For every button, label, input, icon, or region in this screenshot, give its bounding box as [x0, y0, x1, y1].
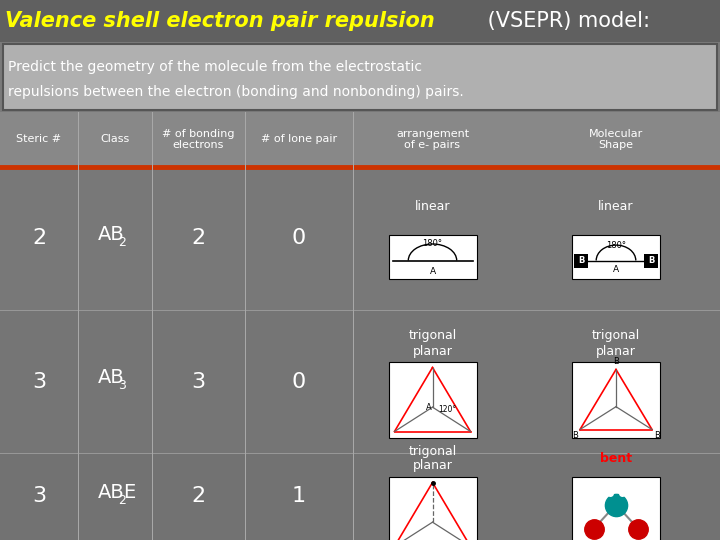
- Text: # of lone pair: # of lone pair: [261, 134, 337, 145]
- Text: # of bonding
electrons: # of bonding electrons: [162, 129, 235, 150]
- Text: B: B: [654, 431, 660, 441]
- FancyBboxPatch shape: [3, 44, 717, 110]
- Text: Predict the geometry of the molecule from the electrostatic: Predict the geometry of the molecule fro…: [8, 59, 422, 73]
- Text: trigonal
planar: trigonal planar: [408, 329, 456, 357]
- Text: 120°: 120°: [438, 404, 456, 414]
- Bar: [389, 361, 477, 437]
- Text: arrangement
of e- pairs: arrangement of e- pairs: [396, 129, 469, 150]
- Bar: [0, 310, 720, 453]
- Text: B: B: [648, 256, 654, 265]
- Text: (VSEPR) model:: (VSEPR) model:: [481, 11, 650, 31]
- Text: 3: 3: [32, 372, 46, 392]
- Text: 0: 0: [292, 228, 306, 248]
- Bar: [0, 453, 720, 540]
- Text: linear: linear: [415, 200, 450, 213]
- Text: 180°: 180°: [423, 239, 443, 248]
- Text: B: B: [613, 357, 619, 367]
- Text: B: B: [572, 431, 578, 441]
- Text: AB: AB: [98, 225, 125, 244]
- Text: A: A: [613, 266, 619, 274]
- Text: AB: AB: [98, 483, 125, 502]
- Text: 2: 2: [192, 228, 206, 248]
- Bar: [574, 253, 588, 267]
- Bar: [572, 234, 660, 279]
- Text: E: E: [123, 483, 135, 502]
- Text: linear: linear: [598, 200, 634, 213]
- Text: B: B: [578, 256, 584, 265]
- Text: Valence shell electron pair repulsion: Valence shell electron pair repulsion: [5, 11, 435, 31]
- Bar: [389, 476, 477, 540]
- Bar: [0, 0, 720, 42]
- Text: 0: 0: [292, 372, 306, 392]
- Text: trigonal
planar: trigonal planar: [408, 444, 456, 472]
- Text: bent: bent: [600, 452, 632, 465]
- Bar: [0, 167, 720, 310]
- Bar: [644, 253, 658, 267]
- Text: 3: 3: [32, 487, 46, 507]
- Text: Steric #: Steric #: [17, 134, 62, 145]
- Text: 3: 3: [192, 372, 206, 392]
- Text: 2: 2: [192, 487, 206, 507]
- Bar: [0, 112, 720, 167]
- Text: A: A: [429, 267, 436, 275]
- Text: trigonal
planar: trigonal planar: [592, 329, 640, 357]
- Text: 2: 2: [32, 228, 46, 248]
- Text: A: A: [426, 403, 431, 411]
- Text: Class: Class: [100, 134, 130, 145]
- Bar: [572, 476, 660, 540]
- Bar: [572, 361, 660, 437]
- Text: 1: 1: [292, 487, 306, 507]
- Text: 180°: 180°: [606, 240, 626, 249]
- Bar: [389, 234, 477, 279]
- Text: 2: 2: [118, 236, 126, 249]
- Text: 2: 2: [118, 494, 126, 507]
- Text: 3: 3: [118, 379, 126, 392]
- Text: AB: AB: [98, 368, 125, 387]
- Text: Molecular
Shape: Molecular Shape: [589, 129, 643, 150]
- Text: repulsions between the electron (bonding and nonbonding) pairs.: repulsions between the electron (bonding…: [8, 85, 464, 99]
